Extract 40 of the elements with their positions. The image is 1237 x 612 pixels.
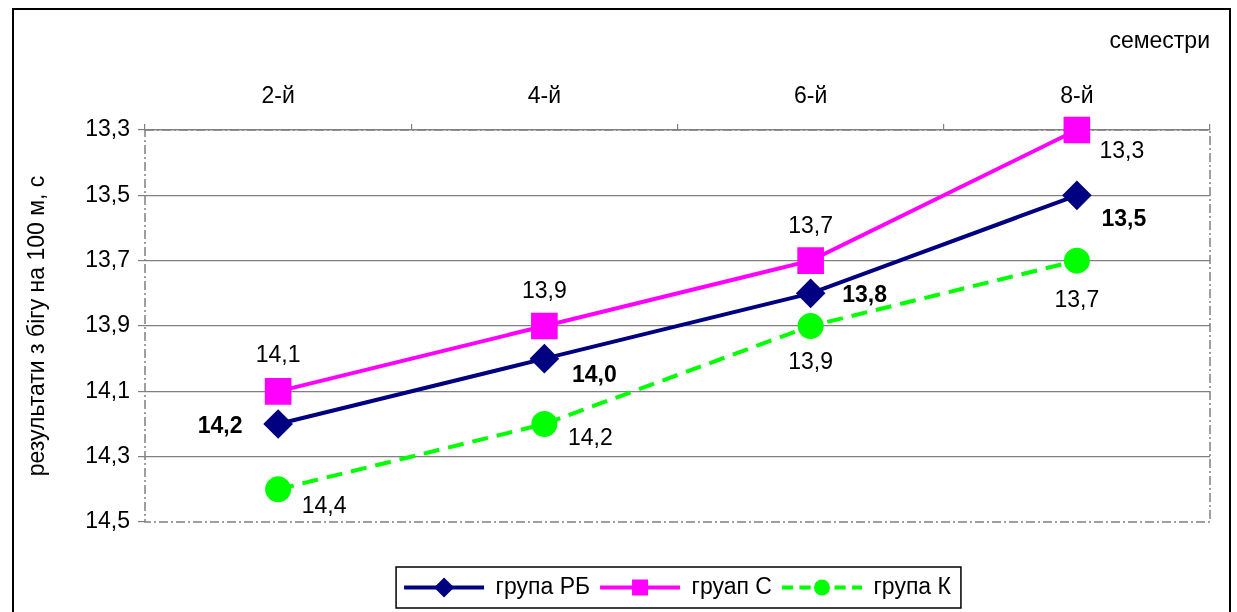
legend-label: група К	[873, 572, 952, 599]
x-tick-label: 8-й	[1060, 81, 1094, 108]
data-label: 13,9	[788, 348, 834, 375]
point	[1063, 247, 1090, 274]
data-label: 13,7	[1054, 286, 1100, 313]
y-tick-label: 14,1	[85, 376, 130, 403]
x-tick-label: 6-й	[793, 81, 828, 108]
data-label: 13,9	[521, 277, 567, 304]
data-label: 14,2	[567, 424, 613, 451]
y-tick-label: 14,3	[85, 442, 130, 469]
x-axis-title: семестри	[1109, 27, 1210, 54]
point	[1063, 116, 1091, 144]
data-label: 13,8	[842, 280, 888, 307]
data-label: 14,4	[301, 491, 347, 518]
y-tick-label: 14,5	[85, 507, 130, 534]
point	[264, 410, 293, 438]
data-label: 14,0	[571, 361, 617, 388]
y-tick-label: 13,7	[85, 246, 130, 273]
y-tick-label: 13,9	[85, 311, 130, 338]
point	[530, 344, 559, 373]
y-tick-label: 13,5	[85, 180, 130, 207]
data-label: 14,1	[255, 340, 301, 367]
x-tick-label: 4-й	[527, 81, 562, 108]
point	[265, 476, 292, 503]
point	[264, 378, 292, 405]
data-label: 13,7	[788, 212, 834, 239]
point	[531, 312, 558, 340]
data-label: 13,3	[1099, 137, 1145, 164]
x-tick-label: 2-й	[261, 81, 295, 108]
y-axis-title: результати з бігу на 100 м, с	[23, 175, 50, 477]
point	[1062, 181, 1091, 210]
point	[797, 313, 824, 339]
data-label: 14,2	[197, 412, 243, 439]
y-tick-label: 13,3	[85, 115, 130, 142]
point	[796, 279, 825, 308]
legend-label: група РБ	[495, 572, 591, 599]
point	[531, 411, 558, 437]
data-label: 13,5	[1101, 204, 1147, 231]
legend-label: груап С	[691, 572, 772, 599]
point	[797, 247, 824, 274]
